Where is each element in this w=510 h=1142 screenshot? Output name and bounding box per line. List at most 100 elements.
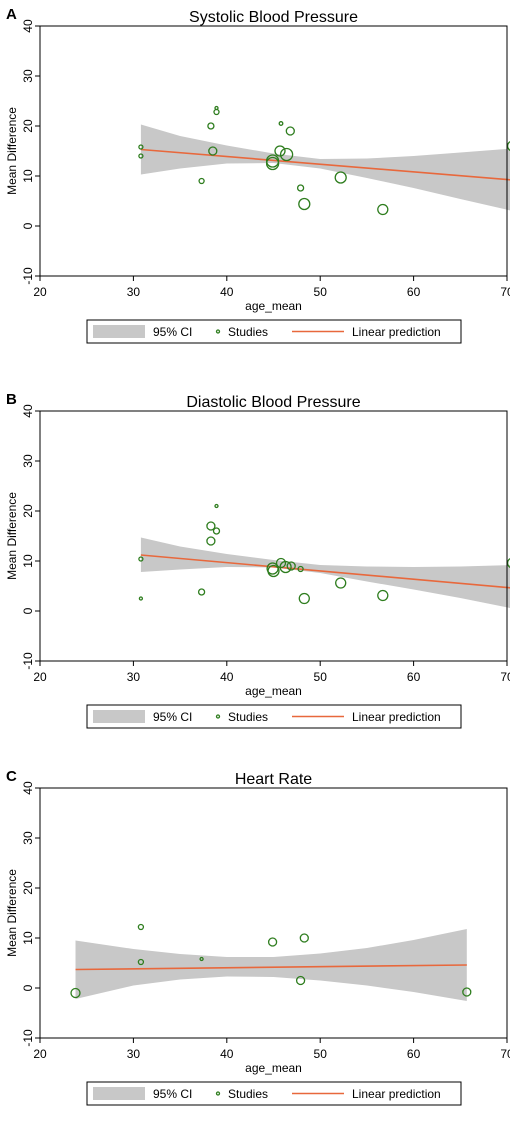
study-point xyxy=(214,503,219,509)
legend-studies-marker xyxy=(215,329,221,334)
y-tick-label: 20 xyxy=(21,504,35,518)
study-point xyxy=(206,536,216,546)
legend-ci-swatch xyxy=(93,325,145,338)
study-point xyxy=(285,126,295,136)
y-tick-label: 20 xyxy=(21,881,35,895)
legend-linear-label: Linear prediction xyxy=(352,1087,441,1101)
ci-band xyxy=(140,124,510,211)
legend-studies-label: Studies xyxy=(228,710,268,724)
x-tick-label: 30 xyxy=(127,1047,141,1061)
panel-a: A Systolic Blood Pressure -10 0 10 20 30 40 20 30… xyxy=(0,0,510,380)
study-point xyxy=(138,556,144,562)
study-point xyxy=(462,987,472,997)
chart-diastolic: B Diastolic Blood Pressure -10 0 10 20 30 40 20 3… xyxy=(5,391,510,729)
legend-box xyxy=(86,319,462,344)
y-tick-label: 10 xyxy=(21,554,35,568)
legend-studies-marker xyxy=(215,714,221,719)
panel-letter: B xyxy=(6,391,17,408)
y-axis-label: Mean Difference xyxy=(5,869,19,957)
study-point xyxy=(295,975,306,986)
study-point xyxy=(297,565,304,573)
x-tick-label: 40 xyxy=(220,285,234,299)
legend-ci-swatch xyxy=(93,1087,145,1100)
y-tick-label: 30 xyxy=(21,454,35,468)
study-point xyxy=(286,561,296,571)
study-point xyxy=(335,577,347,589)
study-point xyxy=(213,108,220,116)
study-point xyxy=(199,956,204,962)
study-point xyxy=(506,140,510,152)
y-tick-label: 0 xyxy=(21,984,35,991)
study-point xyxy=(279,560,292,574)
legend-ci-label: 95% CI xyxy=(153,1087,192,1101)
legend-linear-label: Linear prediction xyxy=(352,710,441,724)
legend: 95% CI Studies Linear prediction xyxy=(86,1081,462,1106)
legend-box xyxy=(86,1081,462,1106)
study-point xyxy=(138,144,144,150)
study-point xyxy=(274,145,286,157)
linear-prediction-line xyxy=(140,554,510,589)
study-point xyxy=(265,156,280,171)
study-point xyxy=(296,184,305,192)
y-tick-label: 30 xyxy=(21,69,35,83)
study-point xyxy=(208,146,218,156)
legend-linear-label: Linear prediction xyxy=(352,325,441,339)
x-tick-label: 70 xyxy=(500,670,510,684)
y-tick-label: 20 xyxy=(21,119,35,133)
x-axis-label: age_mean xyxy=(245,299,302,313)
y-axis-label: Mean Difference xyxy=(5,492,19,580)
study-point xyxy=(298,592,310,605)
legend-studies-label: Studies xyxy=(228,325,268,339)
y-tick-label: 10 xyxy=(21,931,35,945)
ci-band xyxy=(75,929,467,1001)
study-point xyxy=(278,121,284,126)
study-point xyxy=(137,958,145,966)
panel-b: B Diastolic Blood Pressure -10 0 10 20 30 40 20 3… xyxy=(0,385,510,765)
x-tick-label: 20 xyxy=(33,1047,47,1061)
legend: 95% CI Studies Linear prediction xyxy=(86,319,462,344)
study-point xyxy=(506,557,510,569)
study-point xyxy=(299,933,309,943)
x-tick-label: 50 xyxy=(314,285,328,299)
x-axis-label: age_mean xyxy=(245,684,302,698)
x-tick-label: 40 xyxy=(220,670,234,684)
legend: 95% CI Studies Linear prediction xyxy=(86,704,462,729)
study-point xyxy=(267,937,278,947)
x-tick-label: 60 xyxy=(407,1047,421,1061)
y-tick-label: 10 xyxy=(21,169,35,183)
y-tick-label: -10 xyxy=(21,1029,35,1047)
y-tick-label: -10 xyxy=(21,267,35,285)
y-tick-label: -10 xyxy=(21,652,35,670)
study-point xyxy=(267,564,280,578)
study-point xyxy=(138,153,144,159)
legend-ci-swatch xyxy=(93,710,145,723)
chart-title: Heart Rate xyxy=(235,771,312,788)
y-tick-label: 40 xyxy=(21,19,35,33)
x-tick-label: 70 xyxy=(500,1047,510,1061)
plot-frame xyxy=(39,410,508,662)
legend-ci-label: 95% CI xyxy=(153,325,192,339)
x-axis-label: age_mean xyxy=(245,1061,302,1075)
study-point xyxy=(279,147,294,162)
x-tick-label: 60 xyxy=(407,670,421,684)
x-tick-label: 60 xyxy=(407,285,421,299)
y-tick-label: 30 xyxy=(21,831,35,845)
study-point xyxy=(212,527,221,535)
y-tick-label: 0 xyxy=(21,607,35,614)
legend-studies-label: Studies xyxy=(228,1087,268,1101)
study-point xyxy=(137,923,145,931)
panel-letter: C xyxy=(6,768,17,785)
study-point xyxy=(198,177,205,185)
chart-title: Systolic Blood Pressure xyxy=(189,9,358,26)
legend-ci-label: 95% CI xyxy=(153,710,192,724)
ci-band xyxy=(140,537,510,608)
plot-frame xyxy=(39,25,508,277)
x-tick-label: 70 xyxy=(500,285,510,299)
study-point xyxy=(377,203,389,216)
chart-heart-rate: C Heart Rate -10 0 10 20 30 40 20 30 40 50 60 70 age_m… xyxy=(5,768,510,1106)
study-point xyxy=(377,589,389,602)
x-tick-label: 20 xyxy=(33,670,47,684)
study-point xyxy=(70,987,81,999)
study-point xyxy=(206,521,216,531)
x-tick-label: 30 xyxy=(127,285,141,299)
